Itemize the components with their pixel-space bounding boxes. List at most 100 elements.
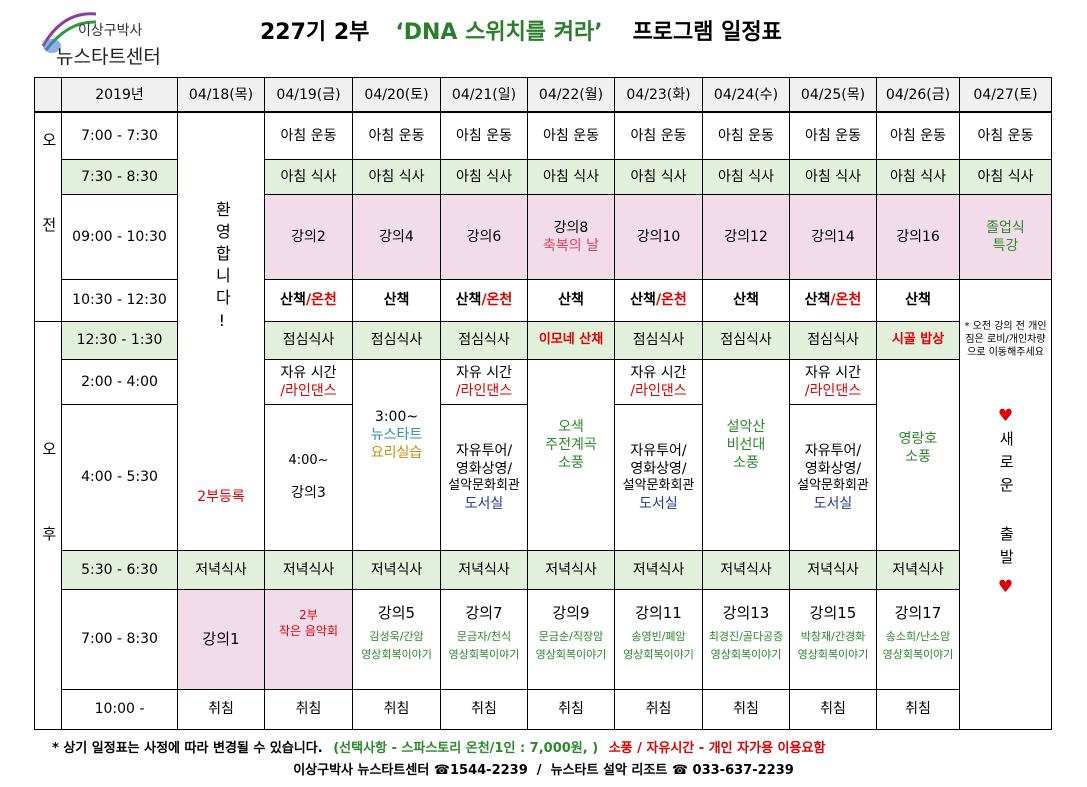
cell-line: ♥ — [998, 576, 1013, 598]
cell-line: 강의5 — [378, 604, 415, 624]
cell-text: 소풍 — [905, 449, 931, 466]
schedule-cell: 2부 작은 음악회 — [265, 590, 353, 690]
day-label: 04/22(월) — [538, 86, 604, 103]
cell-text: /라인댄스 — [455, 383, 513, 399]
cell-line: 2부등록 — [197, 488, 245, 506]
cell-line: 저녁식사 — [371, 561, 423, 579]
cell-line: 환영합니다! — [211, 201, 232, 336]
cell-line: 자유 시간 — [456, 364, 512, 382]
cell-line: 취침 — [733, 700, 759, 718]
cell-text: ♥ — [997, 406, 1014, 426]
schedule-cell: 4:00~ 강의3 — [265, 405, 353, 551]
time-cell: 5:30 - 6:30 — [62, 551, 178, 590]
cell-text: 저녁식사 — [545, 561, 597, 578]
cell-text: 강의8 — [553, 219, 589, 236]
day-label: 04/25(목) — [800, 86, 866, 103]
cell-text: 취침 — [471, 701, 497, 718]
cell-line: 강의3 — [291, 484, 326, 502]
cell-text: 새로운 — [997, 431, 1016, 501]
cell-line: 영상회복이야기 — [711, 648, 782, 662]
cell-line: 영상회복이야기 — [623, 648, 694, 662]
header-cell: 04/26(금) — [877, 78, 960, 113]
cell-line: /라인댄스 — [630, 382, 686, 400]
cell-line: 영상회복이야기 — [361, 648, 432, 662]
header-cell — [35, 78, 62, 113]
schedule-cell: 아침 운동 — [528, 113, 615, 160]
logo: 이상구박사 뉴스타트센터 — [38, 6, 208, 68]
cell-line: 아침 식사 — [369, 168, 425, 186]
cell-line: 강의15 — [810, 604, 857, 624]
cell-line: /라인댄스 — [280, 382, 336, 400]
schedule-cell: 저녁식사 — [441, 551, 528, 590]
cell-text: 점심식사 — [282, 332, 335, 349]
cell-text: 졸업식 — [986, 219, 1025, 236]
cell-text: 주전계곡 — [545, 437, 597, 454]
schedule-cell: 점심식사 — [265, 322, 353, 360]
schedule-cell: 오색 주전계곡 소풍 — [528, 360, 615, 551]
cell-line: 시골 밥상 — [892, 332, 944, 349]
header-cell: 04/27(토) — [960, 78, 1052, 113]
cell-text: 아침 식사 — [977, 168, 1034, 185]
cell-text: 자유투어/ — [455, 442, 513, 459]
note-part: (선택사항 - 스파스토리 온천/1인 : 7,000원, ) — [333, 741, 599, 756]
cell-line: 영상회복이야기 — [883, 648, 954, 662]
schedule-cell: 시골 밥상 — [877, 322, 960, 360]
time-cell: 12:30 - 1:30 — [62, 322, 178, 360]
schedule-cell: 강의10 — [615, 195, 703, 280]
cell-line: 아침 식사 — [543, 168, 599, 186]
cell-line: 점심식사 — [720, 331, 772, 349]
time-cell: 7:00 - 8:30 — [62, 590, 178, 690]
cell-text: 저녁식사 — [807, 561, 859, 578]
cell-text: 취침 — [820, 701, 846, 718]
time-label: 2:00 - 4:00 — [81, 373, 158, 390]
header-cell: 04/23(화) — [615, 78, 703, 113]
cell-line: 최경진/골다공증 — [709, 630, 784, 644]
cell-text: 환영합니다! — [212, 201, 232, 336]
schedule-cell: 산책 — [353, 280, 441, 322]
day-label: 04/21(일) — [451, 86, 517, 103]
cell-line: 취침 — [471, 700, 497, 718]
cell-text: 점심식사 — [807, 332, 859, 349]
cell-line: 강의17 — [895, 604, 942, 624]
cell-line: /라인댄스 — [805, 382, 861, 400]
schedule-cell: 저녁식사 — [615, 551, 703, 590]
cell-text: 설악문화회관 — [622, 478, 695, 494]
cell-line: 산책 — [384, 291, 410, 309]
cell-text: 작은 음악회 — [278, 623, 338, 638]
schedule-cell: 자유투어/영화상영/설악문화회관 도서실 — [441, 405, 528, 551]
corner: 2019년 — [95, 86, 144, 103]
schedule-cell: 아침 운동 — [960, 113, 1052, 160]
schedule-cell: 아침 식사 — [353, 160, 441, 195]
cell-line: 문금순/직장암 — [539, 630, 603, 644]
note-part: 소풍 / 자유시간 - 개인 자가용 이용요함 — [608, 741, 826, 756]
schedule-cell: 저녁식사 — [790, 551, 877, 590]
schedule-cell: 점심식사 — [703, 322, 790, 360]
cell-text: 아침 운동 — [890, 127, 946, 144]
time-label: 12:30 - 1:30 — [76, 332, 163, 349]
cell-line: 강의11 — [635, 604, 682, 624]
cell-text: 소풍 — [733, 455, 759, 472]
cell-text: 축복의 날 — [543, 238, 599, 254]
schedule-cell: 아침 식사 — [441, 160, 528, 195]
time-cell: 7:00 - 7:30 — [62, 113, 178, 160]
cell-text: 자유투어/ — [630, 442, 687, 459]
cell-text: 문금순/직장암 — [538, 629, 604, 643]
cell-text: 취침 — [208, 701, 234, 718]
footer-contact: 이상구박사 뉴스타트센터 ☎1544-2239 / 뉴스타트 설악 리조트 ☎ … — [293, 763, 794, 778]
cell-line: 박창재/간경화 — [801, 630, 865, 644]
schedule-cell: 아침 식사 — [960, 160, 1052, 195]
cell-text: 설악문화회관 — [797, 478, 869, 494]
cell-text: /라인댄스 — [280, 383, 337, 399]
cell-line: 2부 — [299, 608, 318, 624]
cell-text: 산책 — [455, 292, 482, 309]
cell-text: 아침 식사 — [630, 168, 687, 185]
cell-line: 아침 운동 — [369, 127, 425, 145]
cell-text: * 오전 강의 전 개인 짐은 로비/개인차량으로 이동해주세요 — [964, 321, 1047, 358]
cell-text: 아침 식사 — [543, 168, 599, 185]
cell-line: 아침 운동 — [978, 127, 1034, 145]
schedule-cell: 아침 운동 — [877, 113, 960, 160]
time-label: 09:00 - 10:30 — [72, 228, 167, 245]
cell-text: 김성욱/간암 — [369, 629, 424, 643]
cell-line: 저녁식사 — [458, 561, 510, 579]
cell-text: 최경진/골다공증 — [708, 629, 784, 643]
